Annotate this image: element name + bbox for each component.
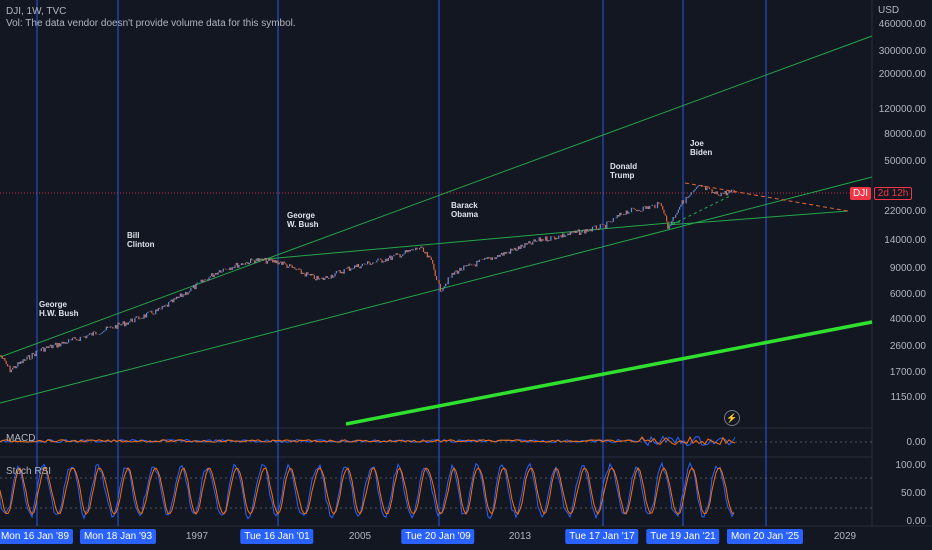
lightning-icon[interactable]: ⚡ [724,410,740,426]
macd-axis-tick: 0.00 [906,437,926,448]
resistance-line [254,221,681,261]
time-axis-label[interactable]: Tue 17 Jan '17 [565,529,639,544]
time-axis-label[interactable]: Mon 20 Jan '25 [726,529,804,544]
president-label-line: Biden [690,148,713,157]
upper-channel-line [0,35,873,358]
price-axis-tick: 1700.00 [889,367,926,378]
lower-channel-line [0,176,873,404]
president-label-line: Barack [451,201,478,210]
symbol-title[interactable]: DJI, 1W, TVC [6,6,67,17]
president-label-ghw-bush: George H.W. Bush [39,300,79,318]
president-label-line: Joe [690,139,704,148]
president-label-line: Bill [127,231,140,240]
price-axis-tick: 4000.00 [889,314,926,325]
time-axis-label[interactable]: Tue 20 Jan '09 [401,529,475,544]
president-label-biden: Joe Biden [690,139,712,157]
president-label-line: Clinton [127,240,155,249]
time-axis-label[interactable]: Mon 16 Jan '89 [0,529,74,544]
price-axis-tick: 80000.00 [884,129,926,140]
price-axis-tick: 14000.00 [884,235,926,246]
long-term-trend-line [345,320,873,426]
price-axis-tick: 22000.00 [884,206,926,217]
stoch-d-line [0,467,735,515]
price-tag-countdown: 2d 12h [873,187,913,200]
price-axis-tick: 1150.00 [890,392,926,403]
support-line [666,210,849,226]
stoch-rsi-pane-label[interactable]: Stoch RSI [6,466,52,477]
macd-pane-label[interactable]: MACD [6,433,36,444]
time-axis-label: 2013 [508,531,532,542]
time-axis-label: 2005 [348,531,372,542]
rsi-axis-tick: 50.00 [900,488,926,499]
price-axis-tick: 9000.00 [889,263,926,274]
president-label-trump: Donald Trump [610,162,637,180]
price-axis-tick: 6000.00 [889,289,926,300]
president-label-line: Obama [451,210,479,219]
president-label-gw-bush: George W. Bush [287,211,319,229]
president-label-line: George [287,211,316,220]
macd-signal-line [0,435,736,446]
stoch-k-line [0,461,735,520]
price-axis-tick: 460000.00 [878,19,926,30]
price-axis-tick: 50000.00 [884,156,926,167]
currency-label: USD [878,5,900,16]
rsi-axis-tick: 100.00 [895,460,926,471]
time-axis-label[interactable]: Mon 18 Jan '93 [79,529,157,544]
president-label-line: George [39,300,68,309]
rsi-axis-tick: 0.00 [906,516,926,527]
price-axis-tick: 200000.00 [878,69,926,80]
price-axis-tick: 120000.00 [878,104,926,115]
price-tag-symbol: DJI [850,187,871,200]
price-axis-tick: 300000.00 [878,46,926,57]
price-axis-tick: 2600.00 [889,341,926,352]
president-label-obama: Barack Obama [451,201,478,219]
last-price-tag: DJI 2d 12h [850,187,928,200]
president-label-line: W. Bush [287,220,319,229]
president-label-line: H.W. Bush [39,309,79,318]
president-label-line: Trump [610,171,635,180]
time-axis-label: 1997 [185,531,209,542]
president-label-line: Donald [610,162,638,171]
president-label-clinton: Bill Clinton [127,231,155,249]
volume-note: Vol: The data vendor doesn't provide vol… [6,18,296,29]
time-axis-label: 2029 [833,531,857,542]
time-axis-label[interactable]: Tue 16 Jan '01 [240,529,314,544]
time-axis-label[interactable]: Tue 19 Jan '21 [646,529,720,544]
